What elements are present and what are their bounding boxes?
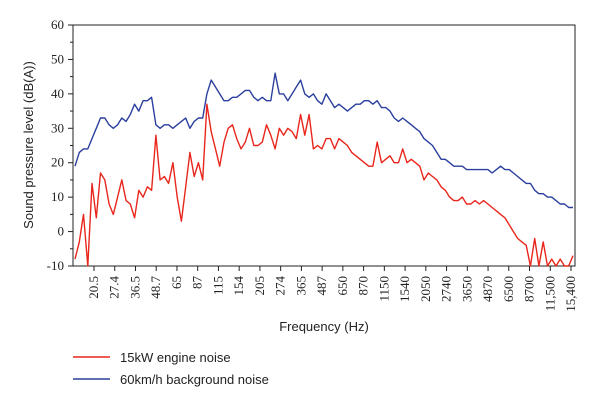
y-tick-label: 40 — [51, 86, 64, 101]
x-tick-label: 15,400 — [563, 276, 578, 312]
x-tick-label: 65 — [169, 276, 184, 289]
x-tick-label: 205 — [252, 276, 267, 296]
series-line-background-noise — [74, 72, 573, 209]
x-tick-label: 27.4 — [107, 276, 122, 299]
series-line-engine-noise — [74, 103, 574, 267]
x-tick-label: 3650 — [459, 276, 474, 302]
y-axis: -10 0 10 20 30 40 50 60 — [47, 17, 73, 273]
x-tick-label: 1540 — [397, 276, 412, 302]
legend-label: 15kW engine noise — [120, 350, 231, 365]
x-axis-title: Frequency (Hz) — [279, 319, 369, 334]
y-axis-title: Sound pressure level (dB(A)) — [21, 61, 36, 229]
y-tick-label: -10 — [47, 258, 64, 273]
series-layer — [74, 72, 574, 267]
y-tick-label: 0 — [58, 224, 65, 239]
x-tick-label: 365 — [293, 276, 308, 296]
y-tick-label: 30 — [51, 120, 64, 135]
legend-label: 60km/h background noise — [120, 372, 269, 387]
x-tick-label: 8700 — [522, 276, 537, 302]
y-tick-label: 10 — [51, 189, 64, 204]
legend: 15kW engine noise 60km/h background noise — [73, 350, 269, 387]
x-tick-label: 2050 — [418, 276, 433, 302]
x-tick-label: 870 — [356, 276, 371, 296]
x-tick-label: 2740 — [439, 276, 454, 302]
x-tick-label: 4870 — [480, 276, 495, 302]
x-tick-label: 11,500 — [542, 276, 557, 311]
x-tick-label: 20.5 — [86, 276, 101, 299]
x-tick-label: 274 — [273, 276, 288, 296]
x-tick-label: 115 — [210, 276, 225, 295]
x-tick-label: 48.7 — [148, 276, 163, 299]
y-tick-label: 60 — [51, 17, 64, 32]
x-tick-label: 487 — [314, 276, 329, 296]
x-tick-label: 154 — [231, 276, 246, 296]
x-tick-label: 1150 — [376, 276, 391, 302]
y-tick-label: 50 — [51, 51, 64, 66]
x-axis: 20.5 27.4 36.5 48.7 65 87 115 154 205 274 365 487 65… — [86, 266, 578, 312]
y-tick-label: 20 — [51, 155, 64, 170]
x-tick-label: 87 — [190, 276, 205, 290]
x-tick-label: 650 — [335, 276, 350, 296]
x-tick-label: 36.5 — [127, 276, 142, 299]
x-tick-label: 6500 — [501, 276, 516, 302]
